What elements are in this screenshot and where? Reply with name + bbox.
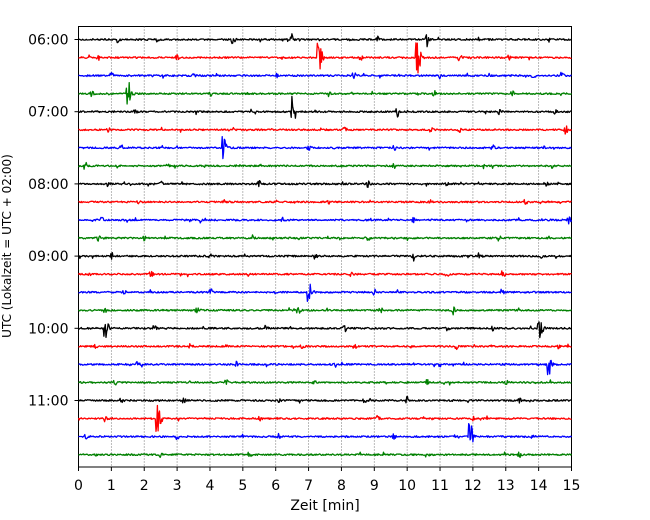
x-axis-label: Zeit [min] [290, 498, 359, 514]
x-tick-label: 2 [140, 478, 149, 494]
x-tick-label: 14 [530, 478, 548, 494]
x-tick-label: 12 [464, 478, 482, 494]
x-tick-label: 4 [206, 478, 215, 494]
x-axis-ticks: 0 1 2 3 4 5 6 7 8 9 10 11 12 13 14 15 [74, 467, 580, 494]
trace-line [77, 404, 572, 432]
trace-line [77, 234, 572, 242]
traces [77, 33, 573, 459]
x-tick-label: 0 [74, 478, 83, 494]
trace-line [78, 359, 572, 376]
x-tick-label: 10 [398, 478, 416, 494]
trace-line [78, 451, 572, 459]
trace-line [78, 136, 572, 160]
trace-line [78, 161, 572, 170]
trace-line [78, 179, 573, 188]
trace-line [78, 216, 573, 225]
trace-line [78, 95, 572, 119]
trace-line [78, 321, 572, 339]
x-tick-label: 3 [173, 478, 182, 494]
trace-line [78, 395, 572, 404]
trace-line [78, 378, 572, 386]
trace-line [78, 343, 572, 351]
y-tick-label: 09:00 [28, 249, 68, 265]
trace-line [78, 251, 572, 262]
x-tick-label: 13 [497, 478, 515, 494]
y-tick-label: 11:00 [28, 394, 68, 410]
trace-line [78, 125, 573, 135]
x-tick-label: 6 [271, 478, 280, 494]
x-tick-label: 15 [563, 478, 581, 494]
x-tick-label: 7 [304, 478, 313, 494]
trace-line [78, 42, 572, 74]
trace-line [77, 270, 572, 278]
y-tick-label: 08:00 [28, 177, 68, 193]
y-axis-ticks: 06:00 07:00 08:00 09:00 10:00 11:00 [28, 33, 79, 410]
y-tick-label: 06:00 [28, 33, 68, 49]
trace-line [78, 283, 572, 302]
y-tick-label: 07:00 [28, 105, 68, 121]
plot-frame [78, 26, 572, 468]
trace-line [78, 422, 573, 443]
trace-line [78, 33, 572, 48]
x-tick-label: 1 [107, 478, 116, 494]
y-axis-label: UTC (Lokalzeit = UTC + 02:00) [0, 154, 14, 338]
x-tick-label: 5 [238, 478, 247, 494]
x-tick-label: 11 [431, 478, 449, 494]
trace-line [78, 82, 572, 105]
trace-line [78, 198, 572, 205]
trace-line [78, 71, 572, 80]
trace-line [78, 306, 572, 316]
y-tick-label: 10:00 [28, 321, 68, 337]
x-tick-label: 9 [370, 478, 379, 494]
x-tick-label: 8 [337, 478, 346, 494]
